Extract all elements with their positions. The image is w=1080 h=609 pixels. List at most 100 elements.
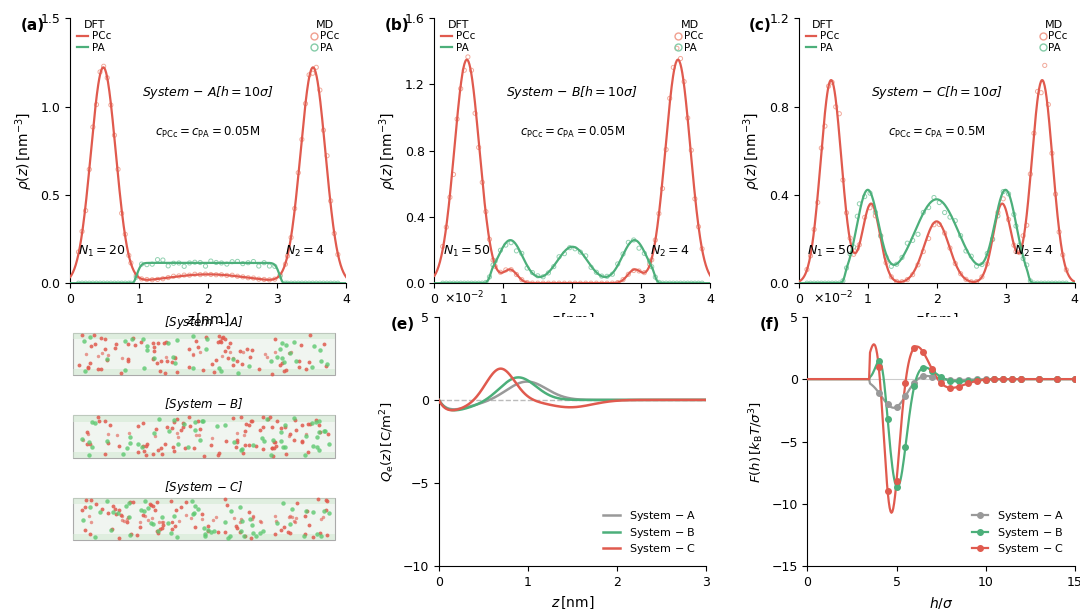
Point <box>631 244 648 253</box>
Point <box>251 274 268 284</box>
Point <box>551 252 568 262</box>
Point <box>888 476 905 486</box>
Point <box>867 211 885 220</box>
Point <box>109 164 126 174</box>
Point <box>213 270 230 280</box>
Point <box>308 63 325 72</box>
Point <box>957 246 974 256</box>
Point <box>1005 241 1023 250</box>
Point <box>879 400 896 409</box>
Point <box>485 255 502 265</box>
Point <box>92 278 109 288</box>
Point <box>931 198 948 208</box>
Point <box>1025 278 1042 288</box>
Point <box>849 244 866 253</box>
Point <box>827 102 845 111</box>
Point <box>856 213 874 222</box>
Text: $N_2 = 4$: $N_2 = 4$ <box>650 244 689 259</box>
Point <box>870 356 888 366</box>
Point <box>202 256 219 266</box>
Point <box>936 208 954 217</box>
Point <box>1008 247 1025 256</box>
Text: (b): (b) <box>384 18 409 33</box>
Point <box>315 125 333 135</box>
Point <box>609 259 626 269</box>
Point <box>545 278 563 288</box>
Point <box>1003 375 1021 384</box>
Point <box>442 278 459 288</box>
Point <box>106 278 123 288</box>
Point <box>1018 260 1036 270</box>
Text: (e): (e) <box>391 317 415 332</box>
Point <box>931 219 948 229</box>
Point <box>144 275 161 284</box>
Point <box>207 270 225 280</box>
Point <box>809 278 826 288</box>
Point <box>103 100 120 110</box>
Point <box>838 208 855 217</box>
Point <box>297 278 314 288</box>
Point <box>690 278 707 288</box>
Point <box>882 272 900 282</box>
Legend: PCc, PA: PCc, PA <box>672 16 707 57</box>
Point <box>968 276 985 286</box>
Point <box>70 278 87 288</box>
Point <box>311 278 328 288</box>
Point <box>636 268 653 278</box>
X-axis label: $z\,[\rm nm]$: $z\,[\rm nm]$ <box>551 594 594 609</box>
Point <box>926 220 943 230</box>
Point <box>73 278 91 288</box>
Point <box>989 211 1007 220</box>
Point <box>81 164 98 174</box>
Point <box>1040 100 1057 110</box>
Point <box>497 265 514 275</box>
Point <box>329 250 347 259</box>
Point <box>642 256 659 266</box>
Point <box>87 100 105 110</box>
Point <box>294 135 311 144</box>
Point <box>562 243 579 253</box>
Point <box>197 269 214 279</box>
Point <box>915 347 932 357</box>
Point <box>904 270 921 280</box>
Point <box>154 274 172 284</box>
Point <box>98 73 116 83</box>
Point <box>562 278 579 288</box>
Point <box>1049 375 1066 384</box>
Point <box>798 265 815 275</box>
Text: (f): (f) <box>759 317 780 332</box>
Point <box>133 259 150 269</box>
Point <box>279 251 296 261</box>
Point <box>84 278 102 288</box>
Point <box>308 278 325 288</box>
Point <box>266 274 283 284</box>
Point <box>470 278 487 288</box>
Point <box>672 54 689 63</box>
Text: $N_1 = 50$: $N_1 = 50$ <box>807 244 854 259</box>
Point <box>251 261 268 271</box>
Point <box>122 278 139 288</box>
Text: System $-$ B[$h=10\sigma$]: System $-$ B[$h=10\sigma$] <box>507 84 638 101</box>
Point <box>224 257 241 267</box>
Point <box>133 274 150 284</box>
Point <box>675 77 692 86</box>
Point <box>300 278 318 288</box>
Point <box>642 259 659 269</box>
Point <box>968 376 985 386</box>
Point <box>322 278 339 288</box>
Point <box>485 260 502 270</box>
Point <box>816 121 834 131</box>
Point <box>474 177 491 187</box>
Text: $\times 10^{-2}$: $\times 10^{-2}$ <box>813 290 853 307</box>
Y-axis label: $\rho(z)\,[\rm nm^{-3}]$: $\rho(z)\,[\rm nm^{-3}]$ <box>378 111 400 190</box>
Point <box>529 278 546 288</box>
Point <box>995 375 1012 384</box>
Point <box>906 381 923 391</box>
Point <box>271 271 288 281</box>
Text: (c): (c) <box>750 18 772 33</box>
Point <box>669 278 686 288</box>
Point <box>73 227 91 236</box>
Point <box>1030 375 1048 384</box>
Point <box>951 269 969 278</box>
Point <box>588 267 605 277</box>
